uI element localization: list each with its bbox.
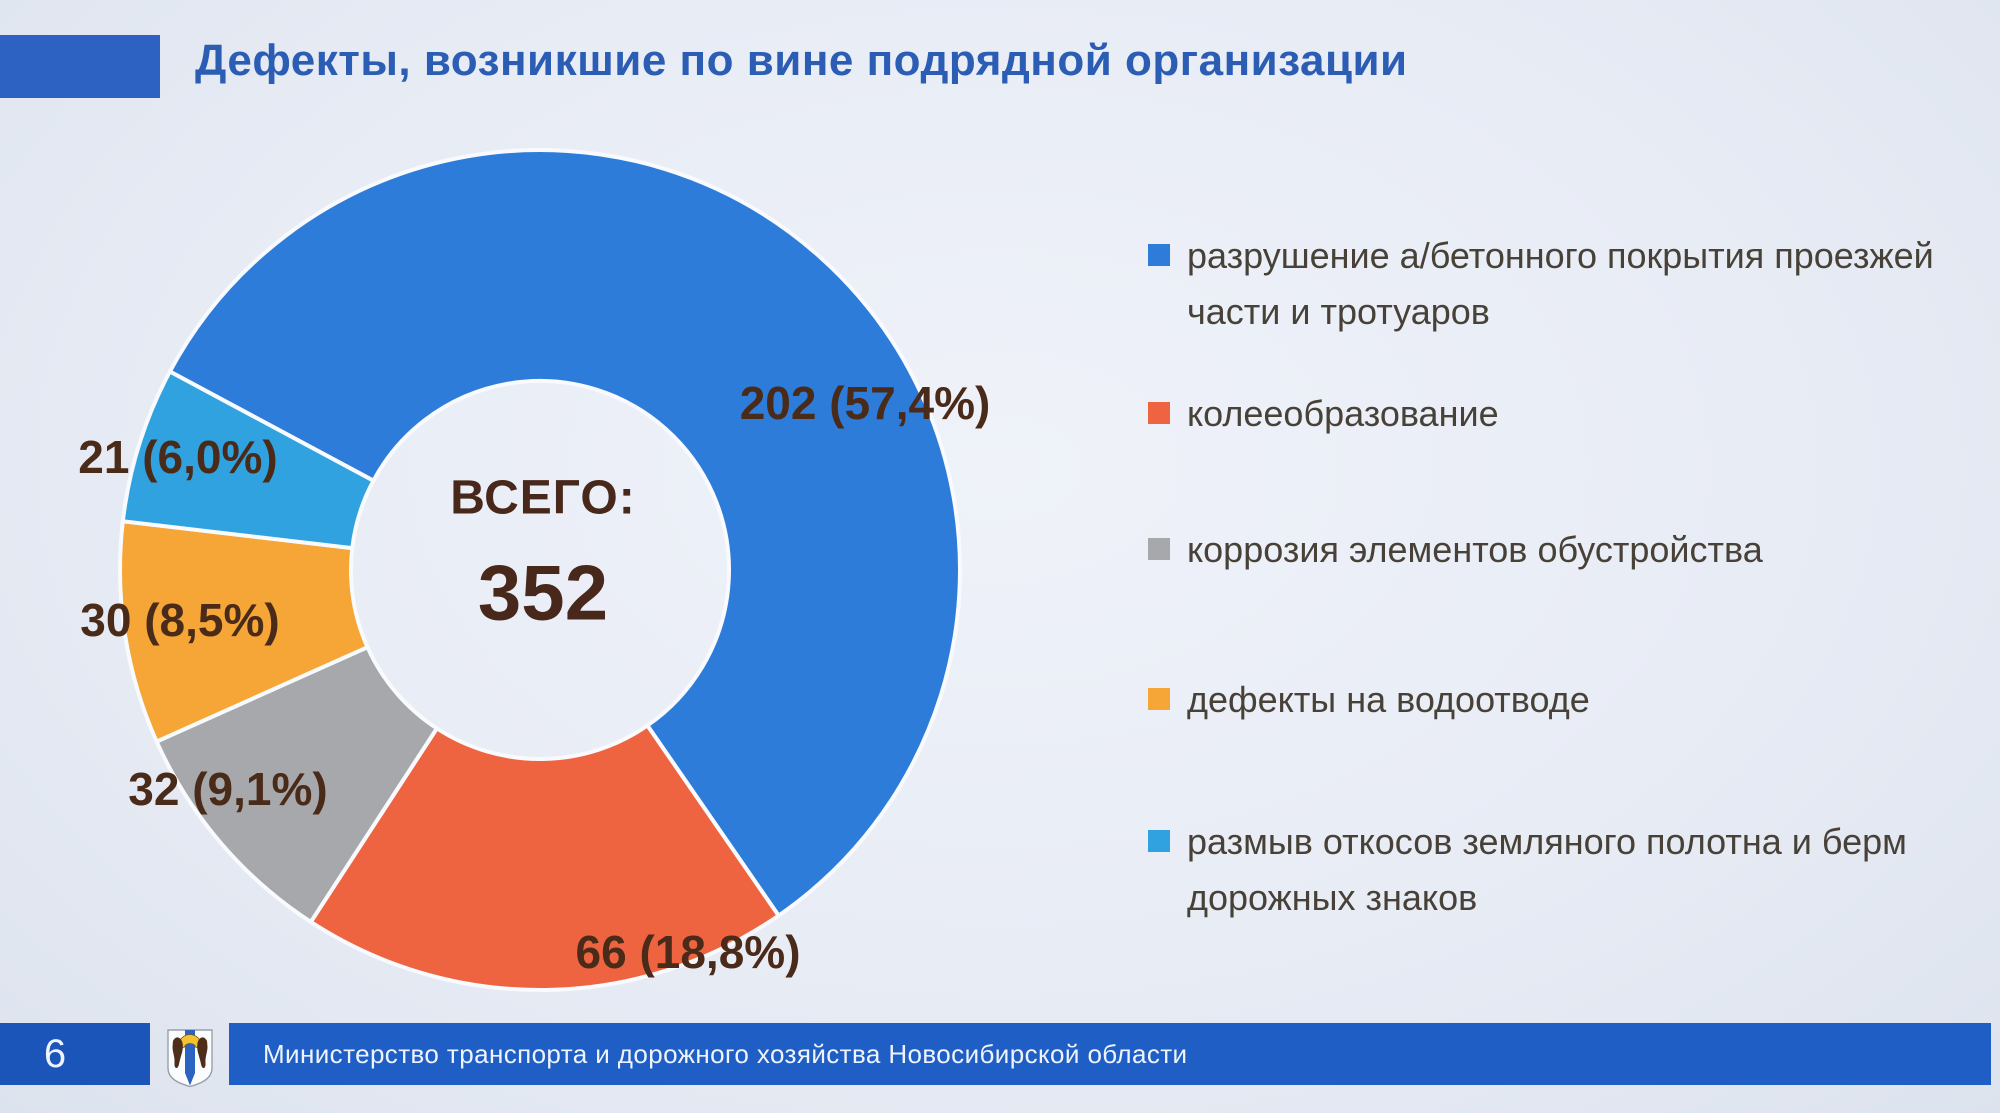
slice-label-yellow: 30 (8,5%) [80, 594, 280, 646]
chart-center-label: ВСЕГО: [450, 471, 636, 525]
novosibirsk-coat-of-arms-icon [167, 1029, 213, 1088]
legend-swatch-icon [1148, 244, 1170, 266]
legend-item: дефекты на водоотводе [1148, 672, 1590, 728]
legend-item: размыв откосов земляного полотна и берм … [1148, 814, 1957, 926]
slice-label-orange: 66 (18,8%) [575, 926, 801, 978]
legend-item: коррозия элементов обустройства [1148, 522, 1763, 578]
donut-slice-0 [167, 148, 962, 918]
slice-label-gray: 32 (9,1%) [128, 763, 328, 815]
footer-text: Министерство транспорта и дорожного хозя… [263, 1038, 1188, 1069]
legend-item: разрушение а/бетонного покрытия проезжей… [1148, 228, 1957, 340]
donut-chart [118, 148, 962, 992]
legend-label: коррозия элементов обустройства [1187, 529, 1763, 570]
chart-center-value: 352 [477, 548, 609, 637]
footer-bar: Министерство транспорта и дорожного хозя… [229, 1023, 1991, 1085]
donut-slice-3 [118, 519, 370, 744]
legend-label: размыв откосов земляного полотна и берм … [1187, 821, 1907, 918]
slide-title: Дефекты, возникшие по вине подрядной орг… [195, 36, 1408, 85]
donut-slice-2 [154, 645, 439, 924]
page-number-box: 6 [0, 1023, 150, 1085]
donut-slice-4 [120, 369, 376, 551]
chart-legend: разрушение а/бетонного покрытия проезжей… [1148, 0, 1978, 1000]
legend-swatch-icon [1148, 402, 1170, 424]
legend-swatch-icon [1148, 830, 1170, 852]
title-accent-bar [0, 35, 160, 98]
legend-item: колееобразование [1148, 386, 1499, 442]
legend-label: разрушение а/бетонного покрытия проезжей… [1187, 235, 1934, 332]
slice-label-blue: 202 (57,4%) [739, 377, 991, 429]
donut-slice-1 [308, 723, 781, 992]
legend-label: колееобразование [1187, 393, 1499, 434]
page-number: 6 [43, 1031, 67, 1076]
legend-swatch-icon [1148, 538, 1170, 560]
slice-label-lightblue: 21 (6,0%) [78, 431, 278, 483]
legend-swatch-icon [1148, 688, 1170, 710]
legend-label: дефекты на водоотводе [1187, 679, 1590, 720]
